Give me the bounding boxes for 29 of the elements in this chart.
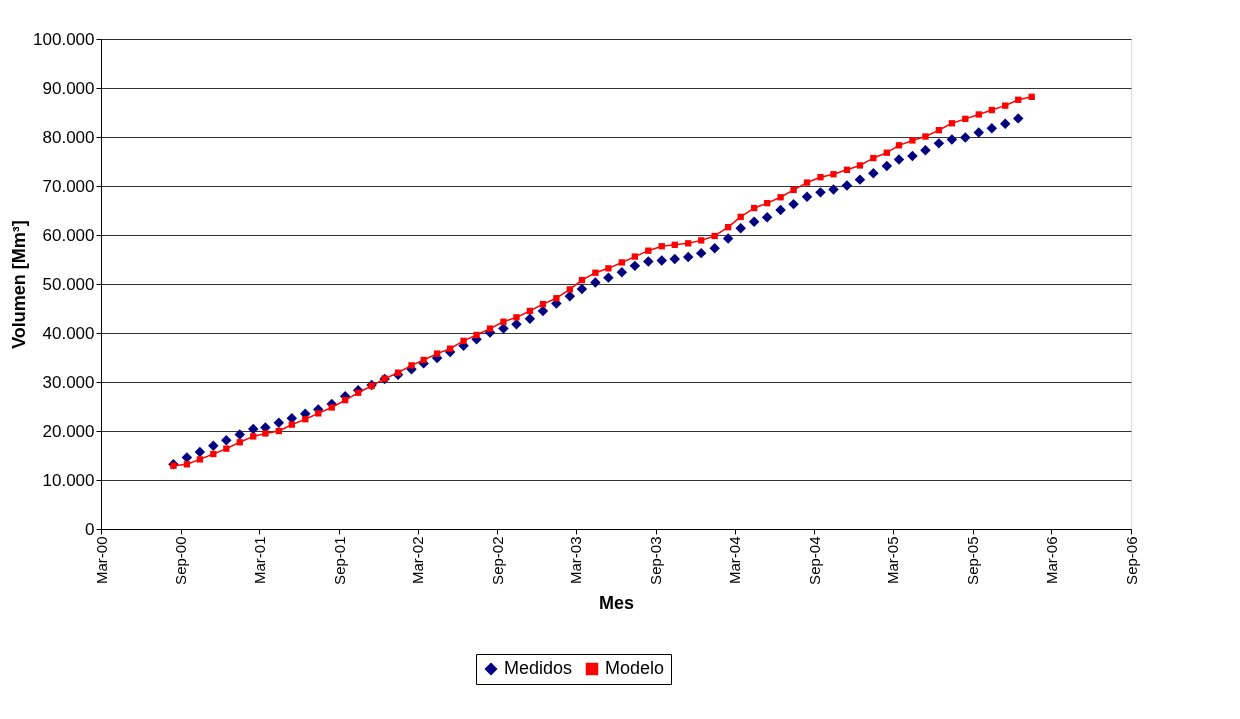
y-tick-label: 50.000 xyxy=(42,274,95,294)
x-tick-label: Mar-01 xyxy=(250,536,268,585)
y-tick-label: 10.000 xyxy=(42,470,95,490)
legend-label: Modelo xyxy=(605,658,665,678)
y-tick-label: 40.000 xyxy=(42,323,95,343)
y-tick-label: 20.000 xyxy=(42,421,95,441)
y-tick-label: 70.000 xyxy=(42,176,95,196)
y-tick-label: 100.000 xyxy=(33,29,95,49)
x-tick-label: Sep-06 xyxy=(1122,536,1140,585)
x-tick-label: Sep-03 xyxy=(647,536,665,585)
x-tick-label: Sep-01 xyxy=(330,536,348,585)
x-tick-label: Mar-02 xyxy=(409,536,427,585)
y-tick-label: 60.000 xyxy=(42,225,95,245)
x-tick-label: Mar-04 xyxy=(726,536,744,585)
y-tick-label: 80.000 xyxy=(42,127,95,147)
y-tick-label: 30.000 xyxy=(42,372,95,392)
x-axis-title: Mes xyxy=(598,592,635,613)
x-tick-label: Mar-05 xyxy=(884,536,902,585)
x-tick-label: Sep-04 xyxy=(805,536,823,585)
legend-label: Medidos xyxy=(504,658,573,678)
x-tick-label: Sep-05 xyxy=(964,536,982,585)
x-tick-label: Mar-00 xyxy=(92,536,110,585)
x-tick-label: Sep-02 xyxy=(488,536,506,585)
x-tick-label: Sep-00 xyxy=(172,536,190,585)
x-tick-label: Mar-06 xyxy=(1042,536,1060,585)
y-tick-label: 0 xyxy=(85,519,95,539)
y-axis-title: Volumen [Mm³] xyxy=(9,220,30,349)
x-tick-label: Mar-03 xyxy=(567,536,585,585)
y-tick-label: 90.000 xyxy=(42,78,95,98)
